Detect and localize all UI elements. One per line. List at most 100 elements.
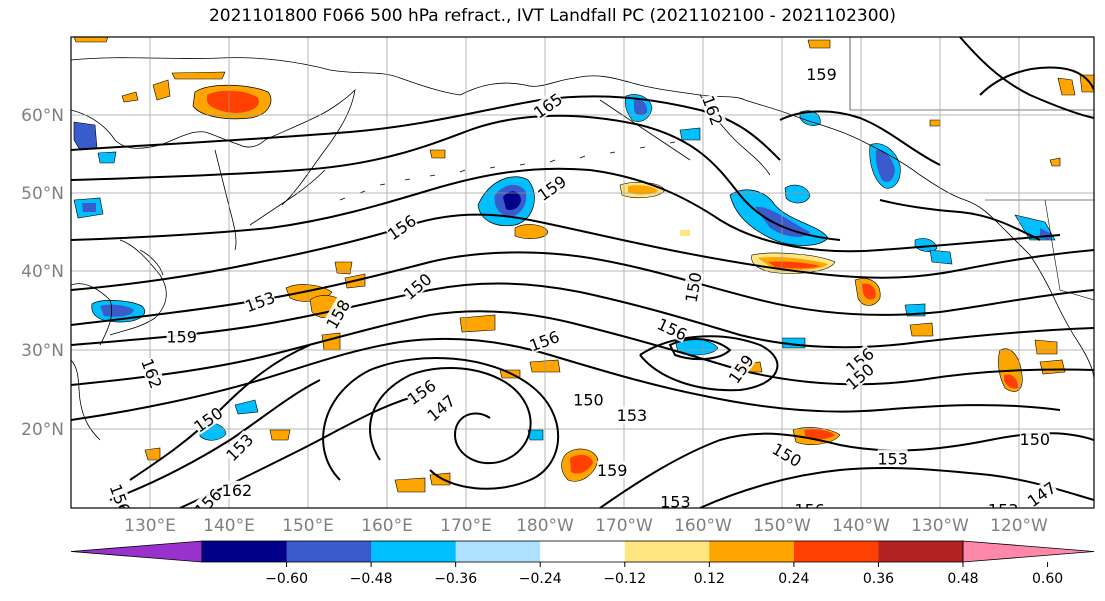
contour-label-background bbox=[107, 481, 134, 508]
contour-label-background bbox=[139, 356, 166, 391]
longitude-axis: 130°E 140°E 150°E 160°E 170°E 180°W 170°… bbox=[124, 516, 1048, 536]
colorbar-extend-low bbox=[70, 540, 203, 563]
contour-label: 156 bbox=[527, 327, 562, 355]
colorbar-tick-label: 0.12 bbox=[694, 571, 725, 587]
contour-label-background bbox=[655, 314, 690, 343]
contour-label-background bbox=[769, 439, 805, 470]
colorbar-segment bbox=[878, 541, 964, 562]
contour-label-text: 159 bbox=[166, 328, 197, 347]
map-frame bbox=[70, 36, 1095, 509]
contour-label-background bbox=[842, 344, 877, 377]
contour-label-background bbox=[534, 171, 569, 204]
contour-label: 153 bbox=[877, 449, 908, 468]
colorbar-tick-label: −0.60 bbox=[265, 571, 308, 587]
contour-label-background bbox=[222, 430, 256, 464]
contour-label: 153 bbox=[616, 406, 647, 425]
contour-label-background bbox=[322, 296, 353, 332]
contour-label-background bbox=[190, 485, 225, 508]
contour-label-text: 153 bbox=[660, 493, 691, 512]
contour-label-background bbox=[1024, 478, 1059, 508]
lat-label: 40°N bbox=[21, 262, 64, 282]
contour-label-background bbox=[842, 359, 877, 393]
contour-label-background bbox=[384, 211, 419, 243]
colorbar-segment bbox=[624, 541, 710, 562]
colorbar-extend-high bbox=[962, 540, 1095, 563]
lat-label: 50°N bbox=[21, 184, 64, 204]
contour-label-background bbox=[1019, 429, 1050, 447]
contour-label-background bbox=[724, 351, 757, 386]
contour-label-background bbox=[794, 500, 825, 508]
lon-label: 140°W bbox=[832, 516, 890, 536]
contour-label-background bbox=[806, 64, 837, 82]
lat-label: 60°N bbox=[21, 106, 64, 126]
contour-label: 162 bbox=[221, 480, 253, 500]
contour-label: 153 bbox=[988, 500, 1019, 519]
colorbar-tick-label: −0.24 bbox=[519, 571, 562, 587]
contour-label-text: 150 bbox=[1020, 430, 1051, 449]
contour-label-background bbox=[877, 449, 908, 467]
lon-label: 130°E bbox=[124, 516, 176, 536]
contour-label-text: 159 bbox=[806, 65, 837, 84]
latitude-axis: 60°N 50°N 40°N 30°N 20°N bbox=[21, 106, 64, 440]
contour-label: 156 bbox=[794, 500, 825, 519]
lon-label: 150°W bbox=[753, 516, 811, 536]
contour-label: 159 bbox=[166, 327, 197, 347]
lon-label: 160°W bbox=[674, 516, 732, 536]
contour-label-background bbox=[423, 391, 458, 424]
contour-label-background bbox=[573, 390, 604, 408]
contour-label-text: 162 bbox=[222, 481, 253, 500]
contour-label-background bbox=[660, 492, 691, 508]
colorbar-segment bbox=[709, 541, 795, 562]
lon-label: 180°W bbox=[516, 516, 574, 536]
contour-label-background bbox=[400, 269, 434, 302]
contour-label-background bbox=[597, 461, 628, 479]
contour-label: 153 bbox=[660, 492, 691, 512]
lon-label: 170°W bbox=[595, 516, 653, 536]
lon-label: 120°W bbox=[990, 516, 1048, 536]
colorbar-tick-label: −0.48 bbox=[350, 571, 393, 587]
contour-label-background bbox=[242, 287, 277, 315]
colorbar-tick-label: 0.60 bbox=[1032, 571, 1063, 587]
contour-label-background bbox=[527, 327, 562, 354]
colorbar-tick-label: 0.36 bbox=[863, 571, 894, 587]
contour-label: 159 bbox=[806, 64, 837, 84]
contour-label: 150 bbox=[573, 390, 604, 410]
contour-label-background bbox=[700, 93, 727, 128]
lon-label: 160°E bbox=[361, 516, 413, 536]
contour-label-background bbox=[681, 271, 704, 304]
contour-label-background bbox=[166, 327, 197, 345]
colorbar-tick-label: 0.48 bbox=[947, 571, 978, 587]
graticule bbox=[71, 37, 1094, 508]
contour-label-text: 153 bbox=[877, 449, 908, 468]
contour-label-background bbox=[221, 480, 252, 498]
contour-label: 150 bbox=[1019, 429, 1051, 449]
colorbar-frame bbox=[201, 540, 964, 563]
colorbar-segment bbox=[455, 541, 541, 562]
colorbar-tick-label: −0.12 bbox=[603, 571, 646, 587]
contour-label-text: 153 bbox=[988, 500, 1019, 519]
contour-label-text: 159 bbox=[597, 461, 628, 480]
contour-label: 159 bbox=[597, 461, 628, 480]
colorbar-segment bbox=[371, 541, 457, 562]
contour-label-text: 150 bbox=[573, 391, 604, 410]
contour-label-text: 156 bbox=[794, 500, 825, 519]
lon-label: 130°W bbox=[911, 516, 969, 536]
contour-label-background bbox=[616, 406, 647, 424]
contour-label-background bbox=[190, 403, 225, 435]
map-title: 2021101800 F066 500 hPa refract., IVT La… bbox=[208, 6, 896, 26]
colorbar-segment bbox=[540, 541, 626, 562]
colorbar-tick-label: −0.36 bbox=[434, 571, 477, 587]
colorbar-tick-label: 0.24 bbox=[778, 571, 809, 587]
lon-label: 170°E bbox=[440, 516, 492, 536]
lat-label: 30°N bbox=[21, 341, 64, 361]
lon-label: 150°E bbox=[282, 516, 334, 536]
contour-label-background bbox=[530, 89, 565, 121]
lon-label: 140°E bbox=[203, 516, 255, 536]
contour-label-background bbox=[988, 500, 1019, 508]
colorbar-segment bbox=[286, 541, 372, 562]
contour-label-background bbox=[403, 376, 439, 408]
colorbar-segment bbox=[793, 541, 879, 562]
colorbar-segment bbox=[202, 541, 288, 562]
lat-label: 20°N bbox=[21, 420, 64, 440]
